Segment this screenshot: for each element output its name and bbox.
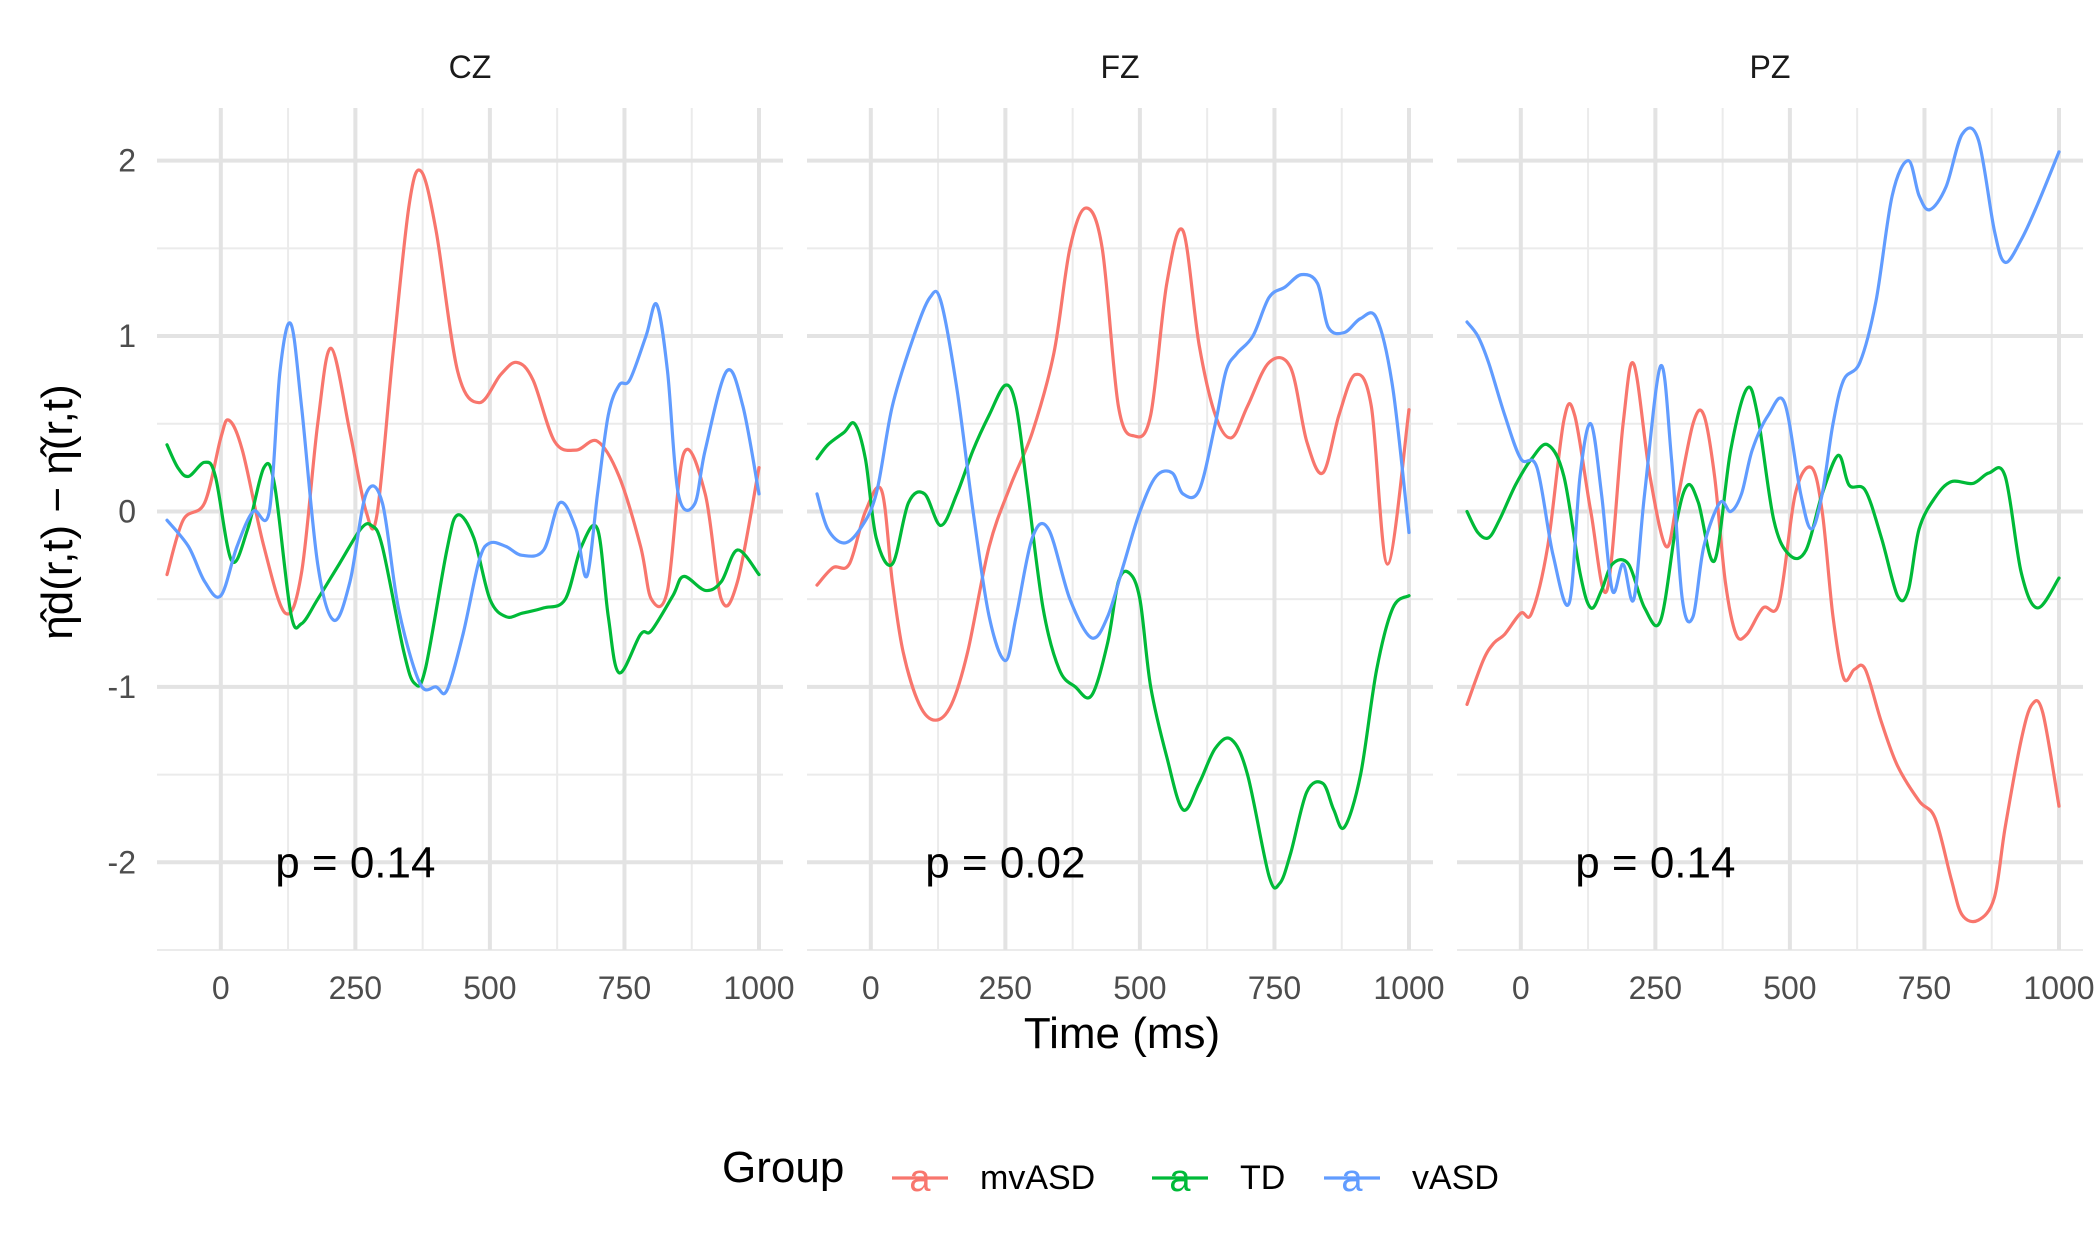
series-line-vasd (815, 272, 1411, 663)
series-line-td (1465, 385, 2061, 628)
x-tick-label: 500 (1113, 970, 1166, 1006)
legend: Group a mvASD a TD a vASD (722, 1143, 1499, 1200)
series-line-td (815, 383, 1411, 890)
facet-title: PZ (1750, 49, 1791, 85)
legend-key-glyph: a (1341, 1158, 1363, 1200)
x-tick-label: 250 (1629, 970, 1682, 1006)
x-tick-label: 750 (1248, 970, 1301, 1006)
legend-label: TD (1240, 1159, 1285, 1197)
facet-panel-pz: PZ 0 250 500 750 1000 p = 0.14 (1457, 49, 2095, 1006)
y-tick-label: -2 (108, 844, 136, 880)
series-line-td (165, 443, 761, 688)
facet-panel-fz: FZ 0 250 500 750 1000 p = 0.02 (807, 49, 1445, 1006)
x-tick-label: 750 (598, 970, 651, 1006)
y-tick-label: 2 (118, 143, 136, 179)
series-line-mvasd (165, 168, 761, 616)
legend-item-vasd: a vASD (1324, 1158, 1499, 1200)
x-tick-label: 0 (212, 970, 230, 1006)
legend-label: vASD (1412, 1159, 1499, 1197)
x-tick-label: 750 (1898, 970, 1951, 1006)
y-tick-label: 1 (118, 318, 136, 354)
x-tick-label: 250 (979, 970, 1032, 1006)
x-tick-label: 250 (329, 970, 382, 1006)
p-value-annotation: p = 0.02 (925, 838, 1085, 887)
facet-title: CZ (449, 49, 492, 85)
legend-item-td: a TD (1152, 1158, 1285, 1200)
series-line-mvasd (815, 206, 1411, 722)
y-tick-label: 0 (118, 493, 136, 529)
y-tick-label: -1 (108, 669, 136, 705)
series-line-vasd (1465, 126, 2061, 624)
series-line-mvasd (1465, 360, 2061, 924)
facet-title: FZ (1100, 49, 1139, 85)
x-tick-label: 0 (862, 970, 880, 1006)
x-tick-label: 500 (463, 970, 516, 1006)
legend-key-glyph: a (1169, 1158, 1191, 1200)
p-value-annotation: p = 0.14 (1575, 838, 1735, 887)
y-axis-title: η̂d(r,t) − η̂(r,t) (33, 384, 82, 640)
legend-key-glyph: a (909, 1158, 931, 1200)
legend-label: mvASD (980, 1159, 1095, 1197)
x-tick-label: 1000 (723, 970, 794, 1006)
x-tick-label: 0 (1512, 970, 1530, 1006)
x-tick-label: 500 (1763, 970, 1816, 1006)
x-tick-label: 1000 (1373, 970, 1444, 1006)
p-value-annotation: p = 0.14 (275, 838, 435, 887)
series-line-vasd (165, 302, 761, 696)
legend-title: Group (722, 1143, 844, 1192)
legend-item-mvasd: a mvASD (892, 1158, 1095, 1200)
facet-panels: CZ 0 250 500 750 1000 -2 -1 0 1 2 p = 0.14 FZ 0 250 500… (108, 49, 2095, 1006)
facet-panel-cz: CZ 0 250 500 750 1000 -2 -1 0 1 2 p = 0.14 (108, 49, 795, 1006)
x-tick-label: 1000 (2023, 970, 2094, 1006)
x-axis-title: Time (ms) (1024, 1009, 1220, 1058)
